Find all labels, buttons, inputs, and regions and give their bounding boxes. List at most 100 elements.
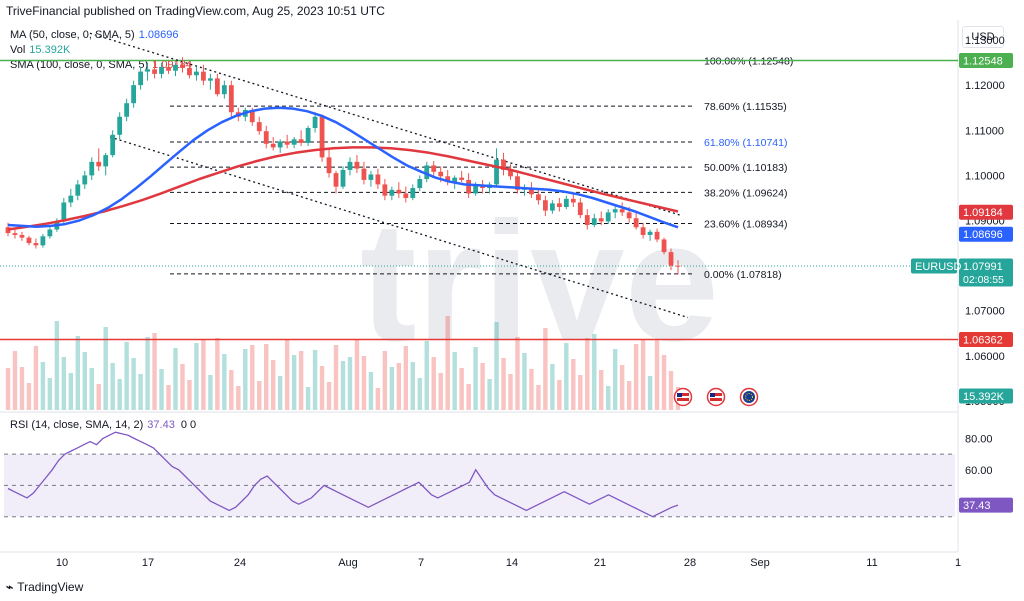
volume-bar — [445, 316, 450, 410]
price-tick-label: 1.06000 — [965, 351, 1005, 363]
volume-bar — [68, 373, 74, 410]
badge-ma50 — [959, 226, 1013, 242]
time-tick-label: 28 — [684, 557, 696, 569]
candle-body — [431, 165, 437, 172]
volume-bar — [326, 382, 332, 410]
footer-brand-text: TradingView — [17, 580, 84, 594]
volume-bar — [508, 374, 513, 410]
volume-bar — [459, 368, 464, 410]
legend-ma50[interactable]: MA (50, close, 0, SMA, 5) 1.08696 — [10, 29, 178, 41]
candle-body — [549, 203, 555, 211]
candle-body — [354, 161, 360, 169]
us-flag-icon — [706, 387, 726, 407]
rsi-pane: 80.00 60.00 — [4, 431, 993, 518]
volume-bar — [26, 383, 32, 410]
candle-body — [68, 195, 74, 203]
volume-bar — [619, 365, 625, 410]
volume-bar — [578, 375, 583, 410]
volume-bar — [89, 368, 94, 410]
legend-vol[interactable]: Vol 15.392K — [10, 44, 70, 56]
candle-body — [138, 71, 144, 86]
volume-bar — [452, 352, 457, 410]
volume-bar — [501, 358, 506, 410]
candle-body — [647, 231, 653, 235]
volume-bar — [291, 355, 297, 410]
chart-grid — [0, 20, 959, 553]
volume-bar — [305, 387, 311, 410]
candle-body — [103, 155, 109, 167]
candle-body — [207, 78, 213, 81]
candle-body — [277, 141, 283, 148]
volume-bar — [599, 370, 604, 410]
candle-body — [152, 69, 157, 74]
candle-body — [96, 161, 102, 167]
candle-body — [117, 116, 123, 135]
legend-ma50-value: 1.08696 — [138, 29, 179, 41]
candle-body — [131, 85, 137, 104]
candle-body — [452, 177, 458, 183]
volume-bar — [396, 363, 402, 410]
volume-bar — [347, 357, 353, 410]
volume-bar — [271, 360, 276, 410]
currency-button[interactable]: USD — [962, 26, 1004, 48]
legend-rsi[interactable]: RSI (14, close, SMA, 14, 2) 37.43 0 0 — [10, 419, 196, 431]
candle-body — [654, 231, 660, 240]
price-tick-label: 1.10000 — [965, 170, 1005, 182]
candle-body — [591, 218, 597, 226]
us-flag-icon — [673, 387, 693, 407]
candle-body — [82, 175, 88, 185]
volume-bar — [194, 343, 199, 410]
time-tick-label: Aug — [338, 557, 358, 569]
footer-brand[interactable]: ⌁ TradingView — [6, 580, 83, 594]
candle-body — [661, 239, 667, 253]
candle-body — [640, 227, 646, 235]
volume-bar — [75, 336, 80, 410]
volume-bar — [117, 379, 122, 410]
volume-bar — [340, 361, 346, 410]
candle-body — [368, 174, 374, 180]
time-tick-label: Sep — [750, 557, 770, 569]
candle-body — [529, 188, 534, 195]
volume-bar — [431, 357, 436, 410]
time-tick-label: 17 — [142, 557, 154, 569]
volume-bar — [640, 340, 646, 410]
volume-bar — [229, 370, 234, 410]
fib-label: 78.60% (1.11535) — [704, 101, 787, 113]
volume-bar — [633, 344, 639, 410]
candle-body — [19, 234, 25, 238]
volume-bar — [382, 351, 388, 410]
volume-bar — [529, 369, 534, 410]
candle-body — [417, 179, 423, 189]
legend-sma100-label: SMA (100, close, 0, SMA, 5) — [10, 59, 149, 71]
candle-body — [284, 141, 290, 145]
badge-last-price-text: 1.07991 — [963, 261, 1003, 273]
time-axis: 10 17 24 Aug 7 14 21 28 Sep 11 1 — [56, 557, 961, 569]
candle-body — [633, 218, 639, 228]
volume-bar — [152, 333, 157, 410]
symbol-badge — [911, 258, 957, 274]
volume-bar — [166, 385, 171, 410]
time-tick-label: 1 — [955, 557, 961, 569]
legend-vol-label: Vol — [10, 44, 26, 56]
time-tick-label: 10 — [56, 557, 68, 569]
volume-bar — [543, 328, 548, 410]
badge-fib-100 — [959, 52, 1013, 68]
candle-body — [5, 227, 11, 234]
volume-bar — [480, 363, 485, 410]
fib-label: 100.00% (1.12548) — [704, 55, 793, 67]
eu-flag-icon-field — [743, 391, 755, 403]
candle-body — [326, 157, 332, 174]
candle-body — [612, 209, 618, 213]
candle-body — [396, 189, 402, 194]
candle-body — [214, 78, 220, 95]
volume-bar — [222, 354, 227, 410]
candle-body — [40, 236, 46, 246]
volume-bar — [571, 359, 576, 410]
us-flag-icon-stripe — [677, 396, 689, 398]
sma100-line — [7, 146, 679, 231]
candle-body — [536, 194, 541, 201]
candle-body — [466, 179, 472, 194]
candle-body — [270, 143, 276, 148]
badge-last-price — [959, 258, 1013, 287]
